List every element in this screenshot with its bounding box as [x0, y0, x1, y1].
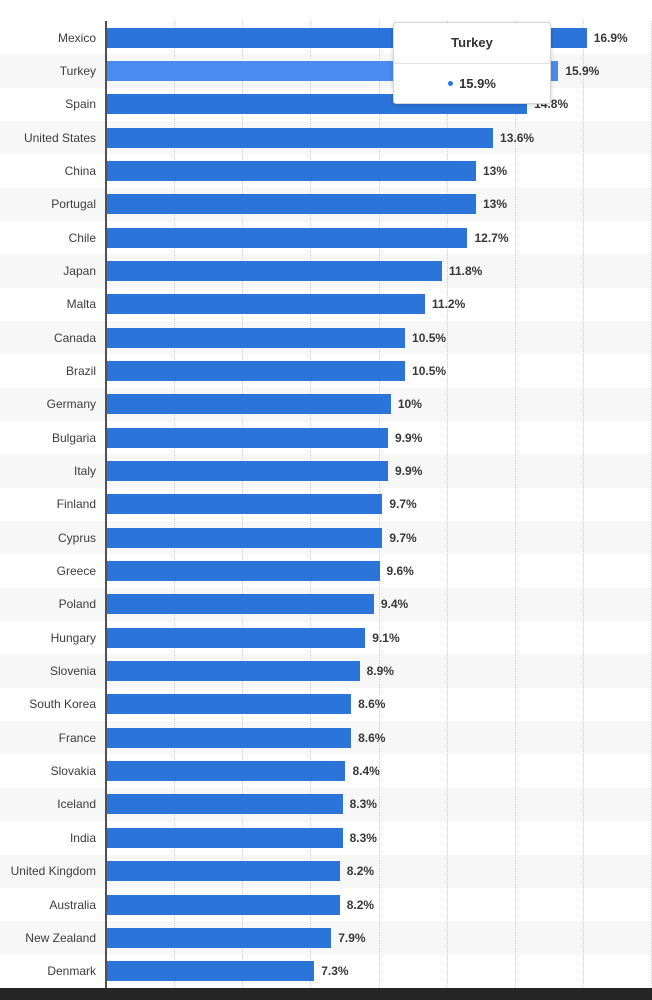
category-label: Japan: [63, 264, 96, 279]
series-marker-dot-icon: [448, 80, 454, 86]
category-label: Denmark: [47, 964, 96, 979]
value-label: 8.3%: [349, 797, 377, 812]
bar-cyprus[interactable]: [107, 527, 383, 548]
bar-australia[interactable]: [107, 894, 340, 915]
category-label: United Kingdom: [10, 864, 96, 879]
tooltip-value: 15.9%: [459, 75, 496, 91]
value-label: 8.9%: [366, 664, 394, 679]
tooltip-divider: [394, 62, 550, 64]
value-label: 9.4%: [380, 597, 409, 612]
category-label: Spain: [65, 97, 96, 112]
bar-portugal[interactable]: [107, 194, 476, 215]
value-label: 8.6%: [358, 730, 386, 745]
value-label: 13.6%: [500, 130, 535, 145]
value-label: 9.7%: [389, 497, 417, 512]
value-label: 9.9%: [395, 464, 423, 479]
value-label: 9.1%: [372, 630, 400, 645]
category-label: Iceland: [57, 797, 96, 812]
category-label: France: [58, 730, 96, 745]
category-label: Canada: [53, 330, 96, 345]
bar-bulgaria[interactable]: [107, 427, 389, 448]
tooltip: Turkey 15.9%: [393, 22, 551, 104]
bar-hungary[interactable]: [107, 627, 366, 648]
value-label: 8.3%: [349, 830, 377, 845]
bar-slovakia[interactable]: [107, 761, 346, 782]
gridline: [514, 21, 516, 988]
category-label: China: [64, 164, 96, 179]
category-label: United States: [23, 130, 96, 145]
category-label: New Zealand: [25, 930, 96, 945]
bar-india[interactable]: [107, 827, 343, 848]
value-label: 9.7%: [389, 530, 417, 545]
value-label: 10%: [397, 397, 422, 412]
value-label: 11.2%: [431, 297, 466, 312]
bar-japan[interactable]: [107, 261, 442, 282]
category-label: Turkey: [59, 64, 96, 78]
bar-italy[interactable]: [107, 461, 389, 482]
category-label: Bulgaria: [51, 430, 96, 445]
value-label: 9.9%: [395, 430, 423, 445]
category-label: India: [69, 830, 96, 845]
bar-slovenia[interactable]: [107, 661, 360, 682]
category-label: Chile: [68, 230, 96, 245]
bar-china[interactable]: [107, 161, 476, 182]
category-label: South Korea: [29, 697, 96, 712]
value-label: 16.9%: [593, 30, 628, 45]
bar-greece[interactable]: [107, 561, 380, 582]
bar-france[interactable]: [107, 727, 352, 748]
value-label: 7.9%: [338, 930, 366, 945]
bar-united-states[interactable]: [107, 127, 494, 148]
bar-denmark[interactable]: [107, 961, 315, 982]
value-label: 12.7%: [474, 230, 509, 245]
value-label: 11.8%: [448, 264, 483, 279]
gridline: [446, 21, 448, 988]
category-label: Australia: [49, 897, 96, 912]
tooltip-title: Turkey: [451, 35, 493, 51]
bar-south-korea[interactable]: [107, 694, 352, 715]
gridline: [582, 21, 584, 988]
value-label: 8.2%: [346, 897, 375, 912]
category-label: Slovenia: [49, 664, 96, 679]
category-label: Germany: [46, 397, 96, 412]
category-label: Italy: [73, 464, 96, 479]
bar-brazil[interactable]: [107, 361, 406, 382]
bar-finland[interactable]: [107, 494, 383, 515]
value-label: 8.4%: [352, 764, 380, 779]
category-label: Greece: [56, 564, 96, 579]
category-label: Brazil: [65, 364, 96, 379]
tooltip-value-row: 15.9%: [394, 64, 550, 104]
bar-malta[interactable]: [107, 294, 425, 315]
bar-new-zealand[interactable]: [107, 927, 332, 948]
y-axis-line: [105, 21, 107, 988]
bar-germany[interactable]: [107, 394, 391, 415]
value-label: 13%: [483, 164, 508, 179]
category-label: Malta: [66, 297, 96, 312]
value-label: 7.3%: [321, 964, 349, 979]
category-label: Portugal: [51, 197, 96, 212]
category-label: Cyprus: [57, 530, 96, 545]
bar-canada[interactable]: [107, 327, 406, 348]
value-label: 10.5%: [412, 364, 447, 379]
bar-chile[interactable]: [107, 227, 468, 248]
value-label: 8.6%: [358, 697, 386, 712]
value-label: 8.2%: [346, 864, 375, 879]
bottom-dark-strip: [0, 988, 652, 1000]
bar-poland[interactable]: [107, 594, 374, 615]
value-label: 15.9%: [565, 64, 600, 78]
bar-united-kingdom[interactable]: [107, 861, 340, 882]
category-label: Finland: [56, 497, 96, 512]
category-label: Mexico: [57, 30, 96, 45]
value-label: 9.6%: [386, 564, 414, 579]
category-label: Slovakia: [50, 764, 96, 779]
category-label: Poland: [58, 597, 96, 612]
value-label: 10.5%: [412, 330, 447, 345]
category-label: Hungary: [50, 630, 96, 645]
bar-iceland[interactable]: [107, 794, 343, 815]
value-label: 13%: [483, 197, 508, 212]
